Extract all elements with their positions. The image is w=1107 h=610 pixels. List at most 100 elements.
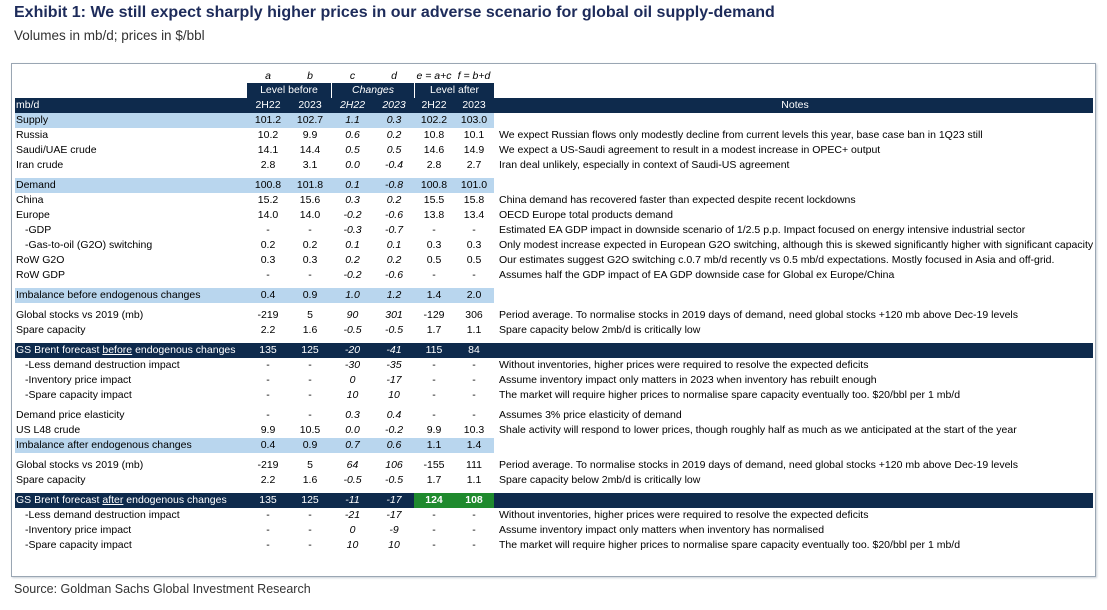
- cell: -: [308, 389, 312, 401]
- row-label: -Less demand destruction impact: [25, 509, 180, 521]
- row-label: Spare capacity: [16, 474, 86, 486]
- row-note: Spare capacity below 2mb/d is critically…: [499, 324, 701, 336]
- group-level-after: Level after: [415, 83, 494, 98]
- cell: -219: [257, 459, 279, 471]
- cell: 102.7: [296, 114, 324, 126]
- header-col: 2H22: [339, 99, 366, 111]
- table-row: Demand price elasticity - - 0.3 0.4 - - …: [15, 408, 1093, 423]
- header-col: 2H22: [421, 99, 447, 111]
- row-label: -Spare capacity impact: [25, 539, 132, 551]
- label-part: after: [102, 494, 124, 506]
- cell: 100.8: [254, 179, 282, 191]
- cell: 2.0: [466, 289, 482, 301]
- cell: -: [266, 409, 270, 421]
- cell: -: [432, 374, 436, 386]
- col-letter-b: b: [307, 70, 313, 82]
- row-label: Saudi/UAE crude: [16, 144, 97, 156]
- table-row: -Inventory price impact - - 0 -17 - - As…: [15, 373, 1093, 388]
- row-note: Estimated EA GDP impact in downside scen…: [499, 224, 1026, 236]
- cell: 115: [425, 344, 443, 356]
- cell: 10: [346, 389, 359, 401]
- cell: 0.5: [386, 144, 402, 156]
- label-part: before: [102, 344, 133, 356]
- cell: -129: [423, 309, 445, 321]
- table-row: Global stocks vs 2019 (mb) -219 5 90 301…: [15, 308, 1093, 323]
- cell: 0: [349, 374, 356, 386]
- cell: 0.6: [345, 129, 360, 141]
- cell: 1.1: [466, 324, 482, 336]
- cell: 14.4: [299, 144, 321, 156]
- cell: 10: [388, 539, 400, 551]
- cell: -0.6: [384, 209, 404, 221]
- table-row: GS Brent forecast before endogenous chan…: [15, 343, 1093, 358]
- table-row: US L48 crude 9.9 10.5 0.0 -0.2 9.9 10.3 …: [15, 423, 1093, 438]
- label-part: endogenous changes: [132, 344, 236, 356]
- label-part: GS Brent forecast: [16, 494, 103, 506]
- cell: 10.8: [423, 129, 445, 141]
- table-row: -Less demand destruction impact - - -30 …: [15, 358, 1093, 373]
- cell: 0.1: [386, 239, 402, 251]
- row-label: Iran crude: [16, 159, 64, 171]
- row-note: Spare capacity below 2mb/d is critically…: [499, 474, 701, 486]
- cell: 1.6: [302, 324, 318, 336]
- cell: 13.8: [423, 209, 445, 221]
- row-note: We expect Russian flows only modestly de…: [499, 129, 983, 141]
- cell: 1.1: [426, 439, 442, 451]
- cell: 101.2: [254, 114, 282, 126]
- cell: 0.1: [345, 239, 360, 251]
- row-band: [15, 113, 494, 128]
- table-row: Spare capacity 2.2 1.6 -0.5 -0.5 1.7 1.1…: [15, 323, 1093, 338]
- row-note: China demand has recovered faster than e…: [499, 194, 856, 206]
- cell: 9.9: [302, 129, 318, 141]
- cell: 0.4: [260, 289, 276, 301]
- cell: 125: [301, 344, 319, 356]
- cell: 0.5: [426, 254, 442, 266]
- table-row: Global stocks vs 2019 (mb) -219 5 64 106…: [15, 458, 1093, 473]
- header-col: 2H22: [255, 99, 281, 111]
- row-label: Imbalance before endogenous changes: [16, 289, 201, 301]
- row-label: Demand: [16, 179, 56, 191]
- row-label: RoW G2O: [16, 254, 65, 266]
- cell: -: [308, 524, 312, 536]
- cell: 2.7: [466, 159, 482, 171]
- cell: 135: [259, 494, 277, 506]
- cell: 10.5: [299, 424, 321, 436]
- cell: 0.3: [302, 254, 318, 266]
- cell: 102.2: [420, 114, 448, 126]
- table-frame: a b c d e = a+c f = b+d Level before Cha…: [11, 63, 1096, 577]
- cell: 125: [301, 494, 319, 506]
- cell: -: [266, 389, 270, 401]
- cell: 0.0: [345, 159, 360, 171]
- row-label: Spare capacity: [16, 324, 86, 336]
- cell: 103.0: [460, 114, 488, 126]
- row-label: -Less demand destruction impact: [25, 359, 180, 371]
- cell: 0.5: [466, 254, 482, 266]
- row-label: Global stocks vs 2019 (mb): [16, 459, 144, 471]
- table-row: Supply 101.2 102.7 1.1 0.3 102.2 103.0: [15, 113, 1093, 128]
- table-row: China 15.2 15.6 0.3 0.2 15.5 15.8 China …: [15, 193, 1093, 208]
- exhibit-title: Exhibit 1: We still expect sharply highe…: [14, 4, 775, 21]
- row-label: Imbalance after endogenous changes: [16, 439, 192, 451]
- cell: 1.4: [466, 439, 482, 451]
- cell: -0.3: [343, 224, 362, 236]
- cell: 14.1: [257, 144, 279, 156]
- row-band: [15, 178, 494, 193]
- row-note: Only modest increase expected in Europea…: [499, 239, 1095, 251]
- header-unit: mb/d: [16, 99, 40, 111]
- table-row: RoW G2O 0.3 0.3 0.2 0.2 0.5 0.5 Our esti…: [15, 253, 1093, 268]
- row-note: OECD Europe total products demand: [499, 209, 673, 221]
- cell: -0.7: [384, 224, 404, 236]
- row-label: US L48 crude: [16, 424, 81, 436]
- group-changes: Changes: [332, 83, 414, 98]
- cell: -21: [344, 509, 361, 521]
- cell: -30: [344, 359, 361, 371]
- row-note: We expect a US-Saudi agreement to result…: [499, 144, 881, 156]
- row-note: The market will require higher prices to…: [499, 389, 961, 401]
- cell: 1.7: [426, 324, 442, 336]
- cell: -: [308, 359, 312, 371]
- cell: -: [308, 374, 312, 386]
- col-letter-f: f = b+d: [457, 70, 491, 82]
- cell: -: [432, 224, 436, 236]
- group-level-before: Level before: [247, 83, 331, 98]
- cell: 10.3: [463, 424, 485, 436]
